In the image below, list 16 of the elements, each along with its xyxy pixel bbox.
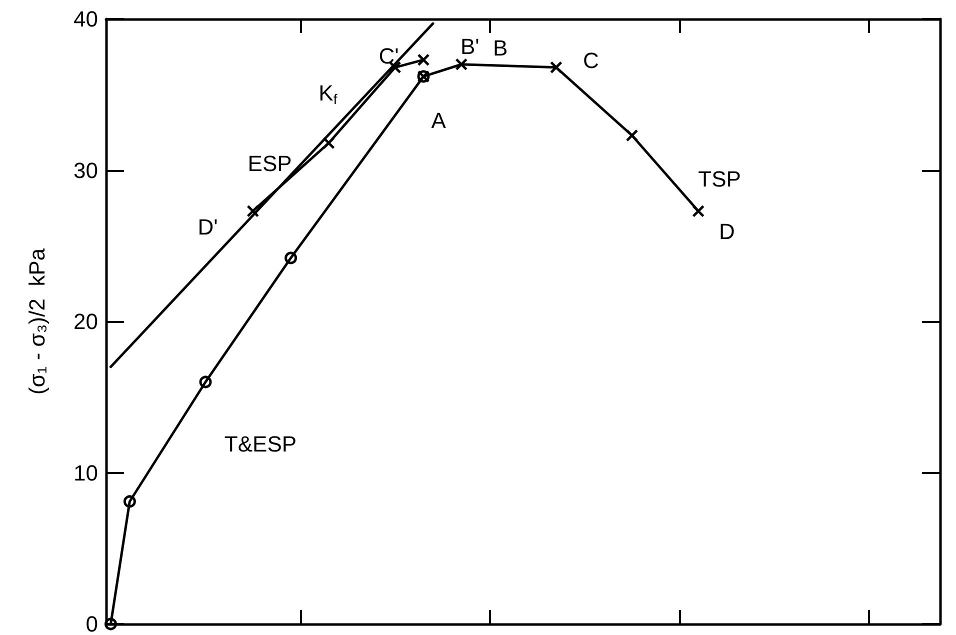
annotation: B' <box>460 34 480 60</box>
y-axis-title: (σ₁ - σ₃)/2 kPa <box>24 248 50 395</box>
annotation: A <box>431 108 446 133</box>
y-tick-label: 20 <box>74 309 98 334</box>
y-tick-label: 30 <box>74 158 98 183</box>
y-tick-label: 40 <box>74 6 98 32</box>
y-tick-label: 10 <box>74 460 98 486</box>
annotation: ESP <box>248 151 292 176</box>
annotation: D <box>718 218 735 244</box>
annotation: C <box>583 48 600 74</box>
annotation: D' <box>198 214 218 240</box>
annotation: C' <box>378 43 399 68</box>
annotation: TSP <box>698 166 741 192</box>
y-tick-label: 0 <box>86 612 98 635</box>
annotation: B <box>492 35 508 60</box>
annotation: T&ESP <box>224 431 297 456</box>
